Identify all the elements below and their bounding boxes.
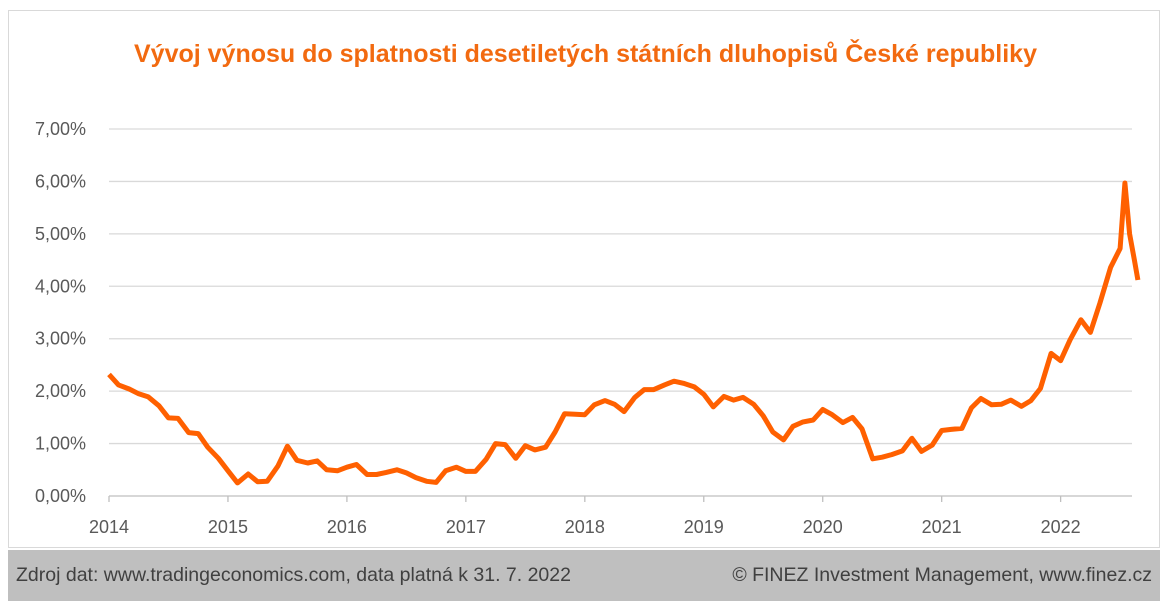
y-tick-label: 5,00% — [35, 224, 86, 244]
y-tick-label: 0,00% — [35, 486, 86, 506]
y-tick-label: 2,00% — [35, 381, 86, 401]
source-note: Zdroj dat: www.tradingeconomics.com, dat… — [16, 564, 571, 586]
copyright-note: © FINEZ Investment Management, www.finez… — [732, 564, 1152, 586]
x-tick-label: 2018 — [565, 517, 605, 537]
x-tick-label: 2022 — [1041, 517, 1081, 537]
y-tick-label: 3,00% — [35, 329, 86, 349]
x-tick-label: 2016 — [327, 517, 367, 537]
y-tick-label: 1,00% — [35, 434, 86, 454]
chart-title: Vývoj výnosu do splatnosti desetiletých … — [134, 40, 1037, 68]
y-tick-label: 7,00% — [35, 119, 86, 139]
x-tick-label: 2021 — [922, 517, 962, 537]
x-tick-label: 2015 — [208, 517, 248, 537]
chart-frame — [8, 10, 1160, 548]
footer-bar: Zdroj dat: www.tradingeconomics.com, dat… — [8, 550, 1160, 601]
x-tick-label: 2020 — [803, 517, 843, 537]
x-tick-label: 2019 — [684, 517, 724, 537]
x-tick-label: 2014 — [89, 517, 129, 537]
x-tick-label: 2017 — [446, 517, 486, 537]
y-tick-label: 6,00% — [35, 171, 86, 191]
series-line — [107, 180, 1141, 486]
line-chart: 0,00% 1,00% 2,00% 3,00% 4,00% 5,00% 6,00% 7,00%… — [35, 119, 1141, 537]
y-tick-label: 4,00% — [35, 276, 86, 296]
